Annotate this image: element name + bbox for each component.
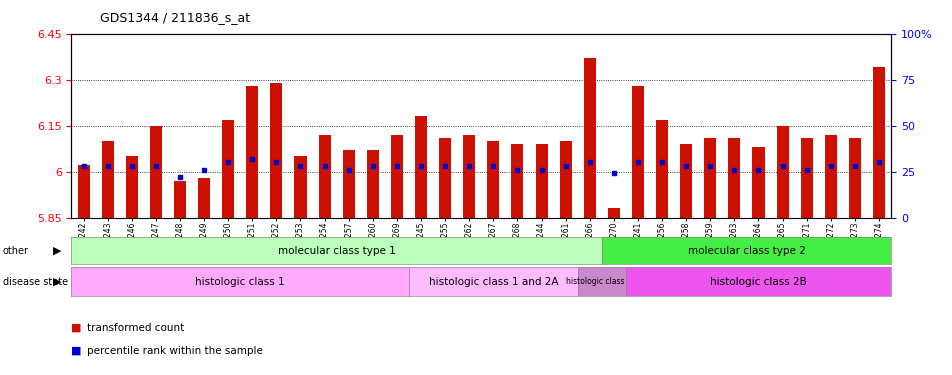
Bar	[535, 144, 547, 218]
Text: other: other	[3, 246, 29, 256]
Bar	[222, 120, 234, 218]
Bar	[486, 141, 499, 218]
Text: GDS1344 / 211836_s_at: GDS1344 / 211836_s_at	[100, 11, 250, 24]
Bar	[776, 126, 787, 218]
Text: histologic class 2B: histologic class 2B	[709, 277, 806, 287]
Bar	[752, 147, 764, 218]
Bar	[318, 135, 330, 218]
Text: histologic class 1 and 2A: histologic class 1 and 2A	[428, 277, 558, 287]
Bar	[511, 144, 523, 218]
Bar	[294, 156, 307, 218]
Text: molecular class type 1: molecular class type 1	[277, 246, 395, 256]
Text: percentile rank within the sample: percentile rank within the sample	[87, 346, 263, 355]
Bar	[126, 156, 138, 218]
Bar	[270, 83, 282, 218]
Bar	[246, 86, 258, 218]
Text: ■: ■	[71, 323, 82, 333]
Bar	[680, 144, 691, 218]
Bar	[414, 116, 426, 218]
Bar	[872, 68, 884, 218]
Text: ▶: ▶	[53, 277, 61, 287]
Bar	[343, 150, 354, 217]
Text: transformed count: transformed count	[87, 323, 184, 333]
Bar	[77, 165, 89, 218]
Bar	[655, 120, 667, 218]
Text: ▶: ▶	[53, 246, 61, 256]
Bar	[367, 150, 378, 217]
Text: disease state: disease state	[3, 277, 68, 287]
Bar	[800, 138, 812, 218]
Bar	[583, 58, 595, 217]
Text: histologic class 2A: histologic class 2A	[565, 278, 637, 286]
Bar	[823, 135, 836, 218]
Bar	[559, 141, 571, 218]
Text: ■: ■	[71, 346, 82, 355]
Bar	[704, 138, 716, 218]
Bar	[173, 181, 186, 218]
Bar	[390, 135, 403, 218]
Bar	[198, 178, 209, 218]
Text: histologic class 1: histologic class 1	[195, 277, 285, 287]
Bar	[439, 138, 450, 218]
Bar	[631, 86, 644, 218]
Bar	[727, 138, 740, 218]
Bar	[463, 135, 475, 218]
Bar	[607, 208, 619, 218]
Bar	[848, 138, 860, 218]
Text: molecular class type 2: molecular class type 2	[686, 246, 804, 256]
Bar	[149, 126, 162, 218]
Bar	[102, 141, 113, 218]
